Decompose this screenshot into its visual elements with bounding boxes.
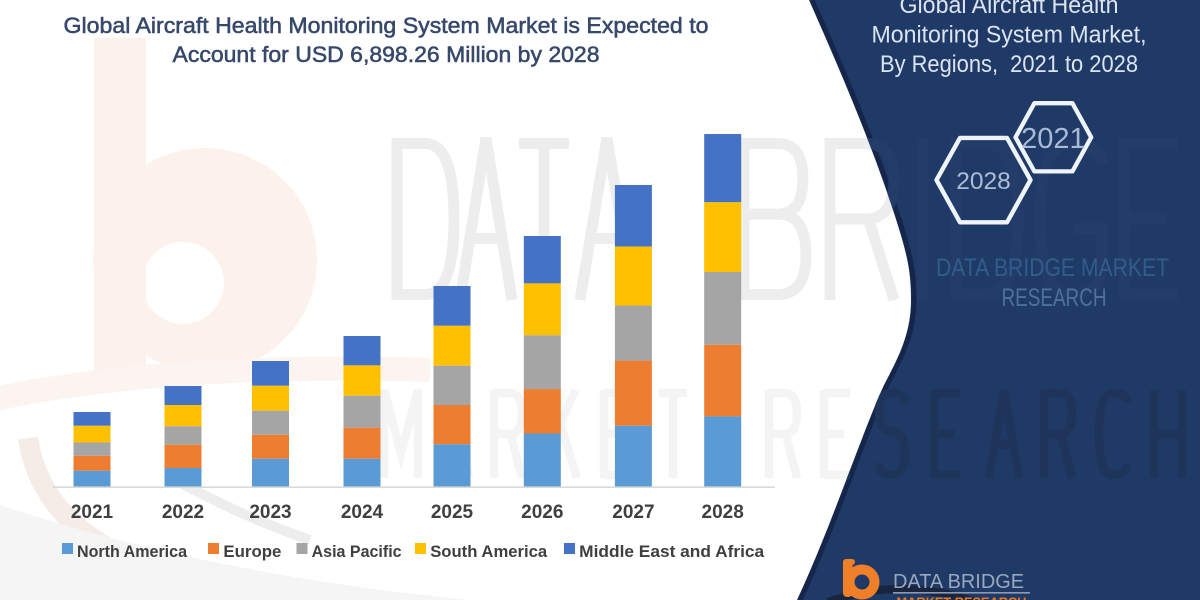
svg-text:MARKET RESEARCH: MARKET RESEARCH — [897, 595, 1027, 600]
svg-text:By Regions, 2021 to 2028: By Regions, 2021 to 2028 — [880, 51, 1138, 78]
svg-text:2025: 2025 — [431, 502, 474, 523]
svg-text:Europe: Europe — [223, 542, 281, 561]
svg-text:2024: 2024 — [341, 502, 384, 523]
svg-text:2027: 2027 — [612, 502, 654, 523]
svg-text:2022: 2022 — [162, 502, 204, 523]
svg-text:South America: South America — [430, 542, 548, 561]
svg-text:DATA BRIDGE MARKET: DATA BRIDGE MARKET — [936, 254, 1169, 282]
svg-text:2021: 2021 — [71, 502, 114, 523]
svg-text:DATA BRIDGE: DATA BRIDGE — [893, 571, 1024, 593]
svg-text:Monitoring System Market,: Monitoring System Market, — [872, 22, 1147, 49]
svg-text:Global Aircraft Health: Global Aircraft Health — [900, 0, 1119, 19]
svg-text:2021: 2021 — [1021, 123, 1086, 155]
svg-text:2023: 2023 — [249, 502, 291, 523]
svg-text:Middle East and Africa: Middle East and Africa — [579, 542, 765, 561]
svg-text:North America: North America — [77, 542, 188, 561]
svg-text:2026: 2026 — [521, 502, 563, 523]
svg-text:2028: 2028 — [702, 502, 744, 523]
svg-text:2028: 2028 — [956, 168, 1011, 195]
svg-text:Account for USD 6,898.26 Milli: Account for USD 6,898.26 Million by 2028 — [173, 42, 600, 67]
svg-text:Global Aircraft Health Monitor: Global Aircraft Health Monitoring System… — [64, 13, 709, 38]
svg-text:Asia Pacific: Asia Pacific — [312, 542, 402, 561]
svg-text:RESEARCH: RESEARCH — [1002, 284, 1107, 312]
